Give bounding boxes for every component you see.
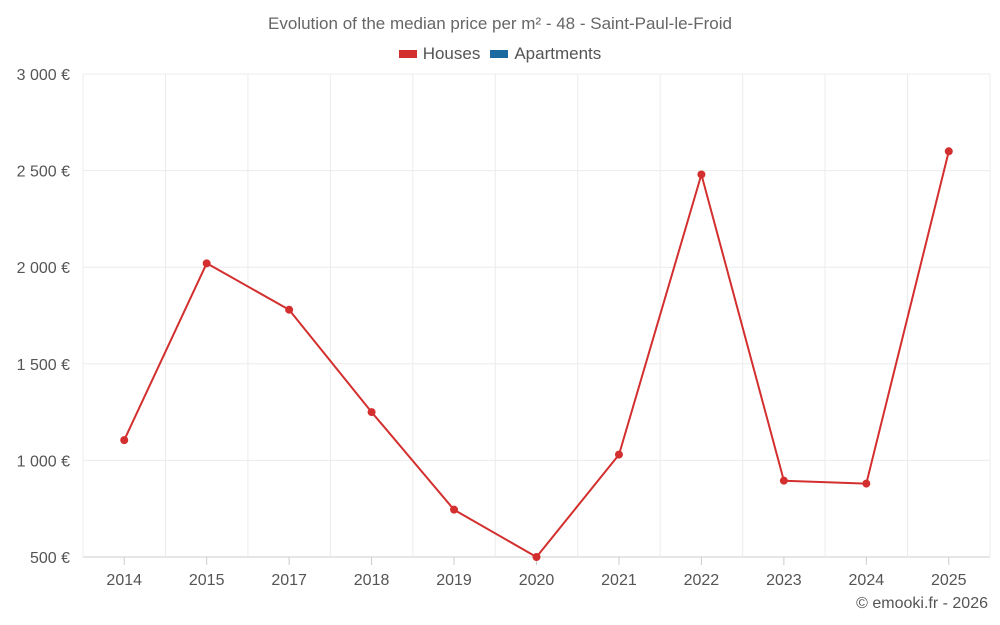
x-tick-label: 2023 xyxy=(766,572,802,589)
grid xyxy=(82,73,991,558)
series-layer xyxy=(120,147,953,561)
y-tick-label: 2 000 € xyxy=(17,260,70,277)
chart-title: Evolution of the median price per m² - 4… xyxy=(268,14,732,33)
y-tick-label: 1 000 € xyxy=(17,453,70,470)
data-point[interactable] xyxy=(202,259,211,268)
x-tick-label: 2018 xyxy=(354,572,390,589)
data-point[interactable] xyxy=(120,436,129,445)
data-point[interactable] xyxy=(367,408,376,417)
y-tick-label: 500 € xyxy=(30,550,70,567)
credit-text: © emooki.fr - 2026 xyxy=(856,595,988,612)
data-point[interactable] xyxy=(450,505,459,514)
x-tick-label: 2019 xyxy=(436,572,472,589)
legend-item-apartments[interactable]: Apartments xyxy=(490,44,601,64)
data-point[interactable] xyxy=(944,147,953,156)
y-tick-label: 1 500 € xyxy=(17,357,70,374)
x-tick-label: 2020 xyxy=(519,572,555,589)
x-tick-label: 2024 xyxy=(849,572,885,589)
data-point[interactable] xyxy=(779,476,788,485)
x-tick-label: 2014 xyxy=(106,572,142,589)
legend-label-houses: Houses xyxy=(422,44,481,63)
x-axis: 2014 2015 2017 2018 2019 2020 2021 2022 2023 2024… xyxy=(106,557,967,589)
x-tick-label: 2025 xyxy=(931,572,967,589)
chart-legend: Houses Apartments xyxy=(0,44,1000,64)
y-tick-label: 2 500 € xyxy=(17,164,70,181)
legend-item-houses[interactable]: Houses xyxy=(398,44,481,64)
legend-swatch-apartments xyxy=(490,50,509,58)
y-axis: 500 € 1 000 € 1 500 € 2 000 € 2 500 € 3 000 € xyxy=(17,67,70,567)
data-point[interactable] xyxy=(862,479,871,488)
x-tick-label: 2022 xyxy=(684,572,720,589)
x-tick-label: 2017 xyxy=(271,572,307,589)
legend-label-apartments: Apartments xyxy=(514,44,602,63)
data-point[interactable] xyxy=(697,170,706,179)
y-tick-label: 3 000 € xyxy=(17,67,70,84)
legend-swatch-houses xyxy=(398,50,417,58)
x-tick-label: 2021 xyxy=(601,572,637,589)
data-point[interactable] xyxy=(614,450,623,459)
data-point[interactable] xyxy=(532,553,541,561)
data-point[interactable] xyxy=(285,305,294,314)
x-tick-label: 2015 xyxy=(189,572,225,589)
